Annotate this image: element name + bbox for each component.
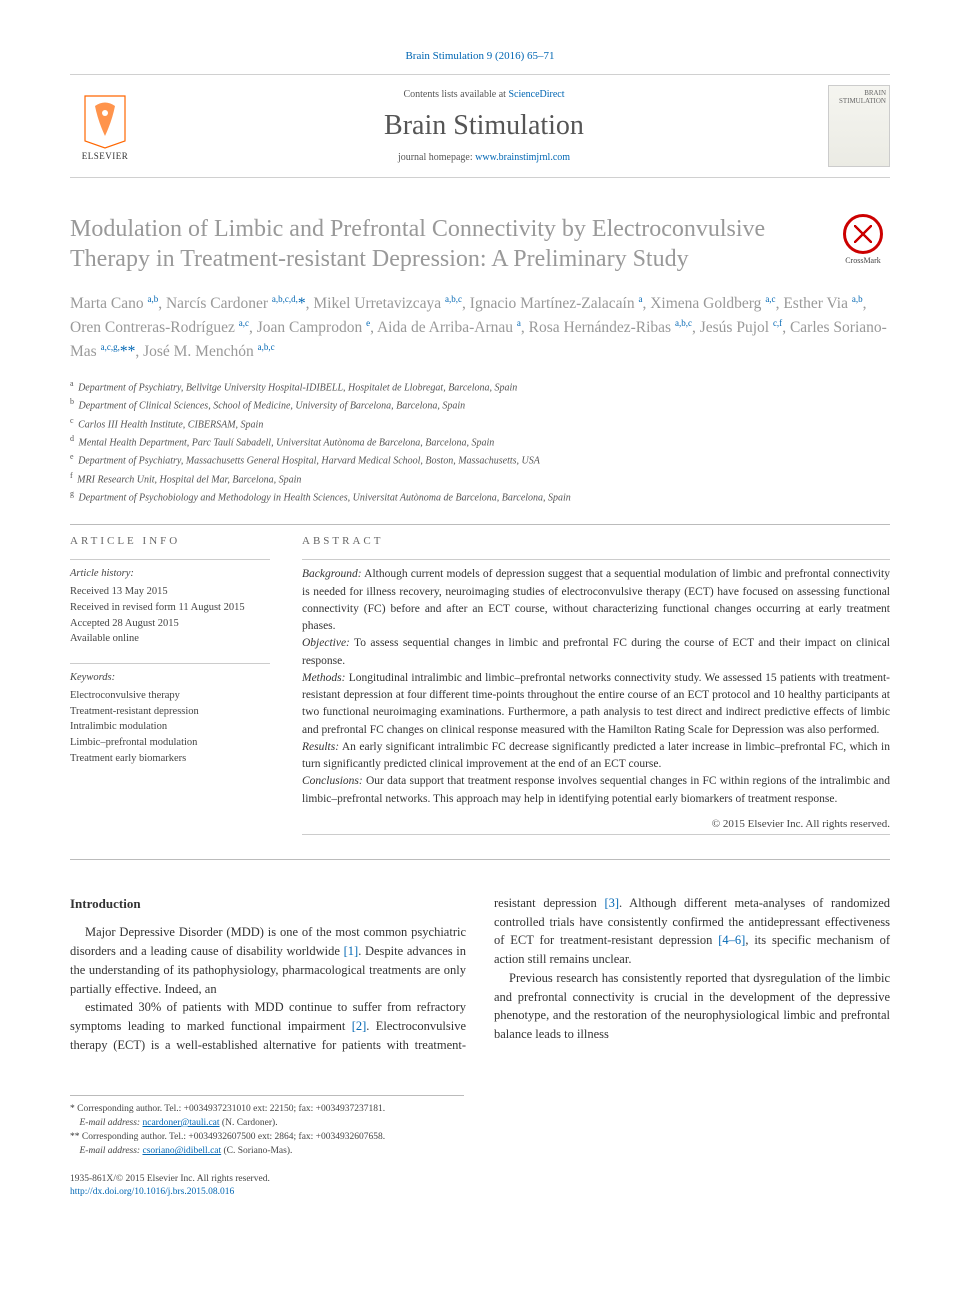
ref-link-4-6[interactable]: [4–6]: [718, 933, 745, 947]
abstract-section: Conclusions: Our data support that treat…: [302, 773, 890, 808]
footnote-text: Corresponding author. Tel.: +00349326075…: [82, 1132, 385, 1142]
journal-banner: ELSEVIER Contents lists available at Sci…: [70, 74, 890, 178]
corresponding-author-footnotes: * Corresponding author. Tel.: +003493723…: [70, 1095, 464, 1159]
abstract-copyright: © 2015 Elsevier Inc. All rights reserved…: [302, 818, 890, 830]
contents-line: Contents lists available at ScienceDirec…: [156, 89, 812, 100]
email-label: E-mail address:: [80, 1118, 143, 1128]
abstract-body: Background: Although current models of d…: [302, 566, 890, 808]
abstract-heading: ABSTRACT: [302, 535, 890, 547]
contents-prefix: Contents lists available at: [403, 89, 508, 100]
abstract-section: Methods: Longitudinal intralimbic and li…: [302, 670, 890, 739]
crossmark-icon: [843, 214, 883, 254]
footnote-name: (N. Cardoner).: [220, 1118, 278, 1128]
article-history-block: Article history: Received 13 May 2015Rec…: [70, 566, 270, 647]
sciencedirect-link[interactable]: ScienceDirect: [508, 89, 564, 100]
footer-bar: 1935-861X/© 2015 Elsevier Inc. All right…: [70, 1173, 464, 1200]
thin-rule: [70, 559, 270, 560]
doi-link[interactable]: http://dx.doi.org/10.1016/j.brs.2015.08.…: [70, 1187, 234, 1197]
article-info-column: ARTICLE INFO Article history: Received 1…: [70, 535, 270, 841]
ref-link-2[interactable]: [2]: [352, 1019, 367, 1033]
affiliation-line: g Department of Psychobiology and Method…: [70, 488, 890, 506]
article-info-heading: ARTICLE INFO: [70, 535, 270, 547]
keywords-label: Keywords:: [70, 670, 270, 686]
body-paragraph: Major Depressive Disorder (MDD) is one o…: [70, 923, 466, 998]
abstract-section: Results: An early significant intralimbi…: [302, 739, 890, 774]
email-label: E-mail address:: [80, 1146, 143, 1156]
author-list: Marta Cano a,b, Narcís Cardoner a,b,c,d,…: [70, 292, 890, 364]
crossmark-badge[interactable]: CrossMark: [836, 214, 890, 265]
keyword-line: Treatment early biomarkers: [70, 751, 270, 767]
affiliation-line: b Department of Clinical Sciences, Schoo…: [70, 396, 890, 414]
history-line: Received 13 May 2015: [70, 584, 270, 600]
affiliation-list: a Department of Psychiatry, Bellvitge Un…: [70, 378, 890, 506]
elsevier-logo: ELSEVIER: [70, 86, 140, 166]
body-two-column: Introduction Major Depressive Disorder (…: [70, 894, 890, 1055]
corresponding-email-2[interactable]: csoriano@idibell.cat: [142, 1146, 221, 1156]
homepage-line: journal homepage: www.brainstimjrnl.com: [156, 152, 812, 163]
abstract-column: ABSTRACT Background: Although current mo…: [302, 535, 890, 841]
footnote-text: Corresponding author. Tel.: +00349372310…: [77, 1104, 385, 1114]
thin-rule: [302, 559, 890, 560]
history-line: Accepted 28 August 2015: [70, 616, 270, 632]
homepage-prefix: journal homepage:: [398, 152, 475, 163]
keyword-line: Intralimbic modulation: [70, 719, 270, 735]
affiliation-line: a Department of Psychiatry, Bellvitge Un…: [70, 378, 890, 396]
body-text: Previous research has consistently repor…: [494, 971, 890, 1041]
body-paragraph: Previous research has consistently repor…: [494, 969, 890, 1044]
publisher-label: ELSEVIER: [82, 151, 129, 161]
thin-rule: [302, 834, 890, 835]
affiliation-line: d Mental Health Department, Parc Taulí S…: [70, 433, 890, 451]
journal-cover-thumbnail: BRAIN STIMULATION: [828, 85, 890, 167]
affiliation-line: e Department of Psychiatry, Massachusett…: [70, 451, 890, 469]
article-title: Modulation of Limbic and Prefrontal Conn…: [70, 214, 816, 274]
keywords-block: Keywords: Electroconvulsive therapyTreat…: [70, 670, 270, 767]
thin-rule: [70, 663, 270, 664]
history-label: Article history:: [70, 566, 270, 582]
history-line: Available online: [70, 631, 270, 647]
section-rule: [70, 859, 890, 860]
abstract-section: Background: Although current models of d…: [302, 566, 890, 635]
footnote-name: (C. Soriano-Mas).: [221, 1146, 292, 1156]
ref-link-1[interactable]: [1]: [344, 944, 359, 958]
keyword-line: Limbic–prefrontal modulation: [70, 735, 270, 751]
journal-name: Brain Stimulation: [156, 110, 812, 142]
history-line: Received in revised form 11 August 2015: [70, 600, 270, 616]
crossmark-label: CrossMark: [836, 256, 890, 265]
keyword-line: Treatment-resistant depression: [70, 704, 270, 720]
ref-link-3[interactable]: [3]: [604, 896, 619, 910]
journal-homepage-link[interactable]: www.brainstimjrnl.com: [475, 152, 570, 163]
affiliation-line: c Carlos III Health Institute, CIBERSAM,…: [70, 415, 890, 433]
keyword-line: Electroconvulsive therapy: [70, 688, 270, 704]
section-rule: [70, 524, 890, 525]
affiliation-line: f MRI Research Unit, Hospital del Mar, B…: [70, 470, 890, 488]
abstract-section: Objective: To assess sequential changes …: [302, 635, 890, 670]
corresponding-email-1[interactable]: ncardoner@tauli.cat: [142, 1118, 219, 1128]
issn-copyright: 1935-861X/© 2015 Elsevier Inc. All right…: [70, 1173, 464, 1186]
header-citation: Brain Stimulation 9 (2016) 65–71: [70, 50, 890, 62]
introduction-heading: Introduction: [70, 894, 466, 914]
